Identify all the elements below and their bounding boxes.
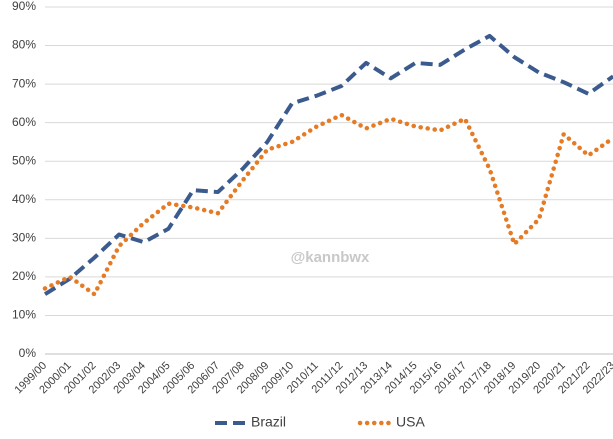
y-tick-label: 10%	[12, 308, 36, 322]
watermark: @kannbwx	[291, 249, 370, 266]
series-line	[42, 112, 613, 297]
y-tick-label: 90%	[12, 0, 36, 13]
y-tick-label: 50%	[12, 153, 36, 167]
y-tick-label: 80%	[12, 38, 36, 52]
series-line	[43, 33, 613, 296]
y-tick-label: 0%	[19, 346, 37, 360]
legend-label: USA	[396, 414, 425, 430]
y-tick-label: 70%	[12, 76, 36, 90]
y-tick-label: 60%	[12, 115, 36, 129]
y-tick-label: 40%	[12, 192, 36, 206]
y-tick-label: 20%	[12, 269, 36, 283]
legend-label: Brazil	[251, 414, 286, 430]
y-tick-label: 30%	[12, 231, 36, 245]
